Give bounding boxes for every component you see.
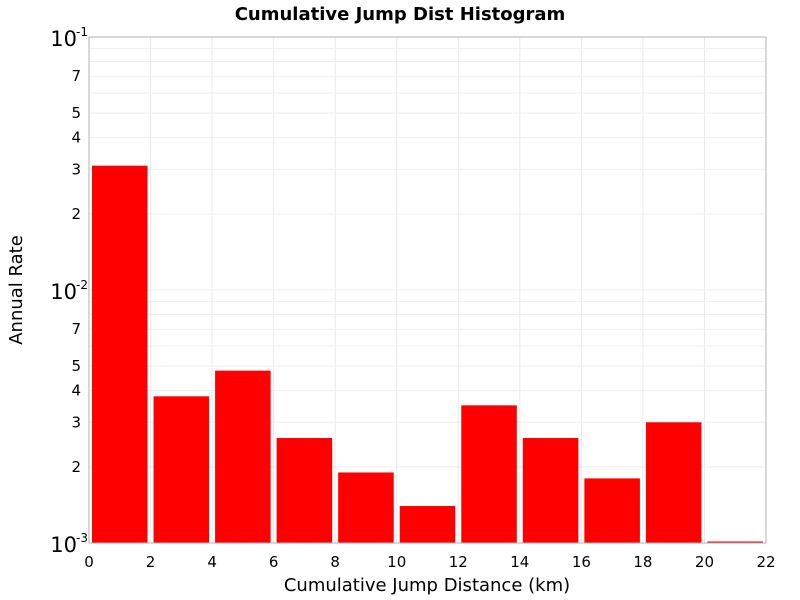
x-axis-label: Cumulative Jump Distance (km) xyxy=(284,575,570,596)
histogram-bar xyxy=(461,405,517,543)
x-tick-label: 6 xyxy=(269,553,279,571)
x-tick-label: 8 xyxy=(330,553,340,571)
y-minor-tick-label: 3 xyxy=(71,160,81,178)
plot-frame xyxy=(88,36,767,544)
histogram-bar xyxy=(338,472,394,543)
histogram-bar xyxy=(707,541,763,543)
y-major-tick-label: 10 xyxy=(50,280,77,304)
x-axis-ticks: 0 2 4 6 8 10 12 14 16 18 20 22 xyxy=(84,553,775,571)
y-tick-exponent: -2 xyxy=(76,278,88,292)
histogram-bar xyxy=(215,370,271,543)
histogram-bar xyxy=(276,438,333,543)
y-minor-tick-label: 4 xyxy=(71,382,81,400)
x-tick-label: 12 xyxy=(449,553,468,571)
y-minor-tick-label: 7 xyxy=(71,67,81,85)
y-minor-tick-label: 3 xyxy=(71,413,81,431)
y-minor-tick-label: 7 xyxy=(71,320,81,338)
x-tick-label: 0 xyxy=(84,553,94,571)
chart-title: Cumulative Jump Dist Histogram xyxy=(235,4,566,25)
y-minor-tick-label: 5 xyxy=(71,104,81,122)
y-tick-exponent: -1 xyxy=(76,25,88,39)
y-minor-tick-label: 2 xyxy=(71,458,81,476)
histogram-bar xyxy=(522,438,579,543)
x-tick-label: 22 xyxy=(756,553,775,571)
histogram-bar xyxy=(584,478,640,543)
x-tick-label: 14 xyxy=(510,553,529,571)
histogram-bar xyxy=(645,422,702,543)
x-tick-label: 2 xyxy=(146,553,156,571)
histogram-bar xyxy=(153,396,210,543)
bars xyxy=(92,165,763,543)
x-tick-label: 18 xyxy=(633,553,652,571)
x-tick-label: 10 xyxy=(387,553,406,571)
x-tick-label: 20 xyxy=(695,553,714,571)
y-major-tick-label: 10 xyxy=(50,533,77,557)
histogram-bar xyxy=(399,506,456,543)
y-minor-tick-label: 4 xyxy=(71,129,81,147)
y-tick-exponent: -3 xyxy=(76,531,88,545)
histogram-bar xyxy=(92,165,148,543)
y-minor-tick-label: 2 xyxy=(71,205,81,223)
x-tick-label: 4 xyxy=(207,553,217,571)
y-minor-tick-label: 5 xyxy=(71,357,81,375)
x-tick-label: 16 xyxy=(572,553,591,571)
y-major-tick-label: 10 xyxy=(50,27,77,51)
y-axis-label: Annual Rate xyxy=(6,235,27,345)
